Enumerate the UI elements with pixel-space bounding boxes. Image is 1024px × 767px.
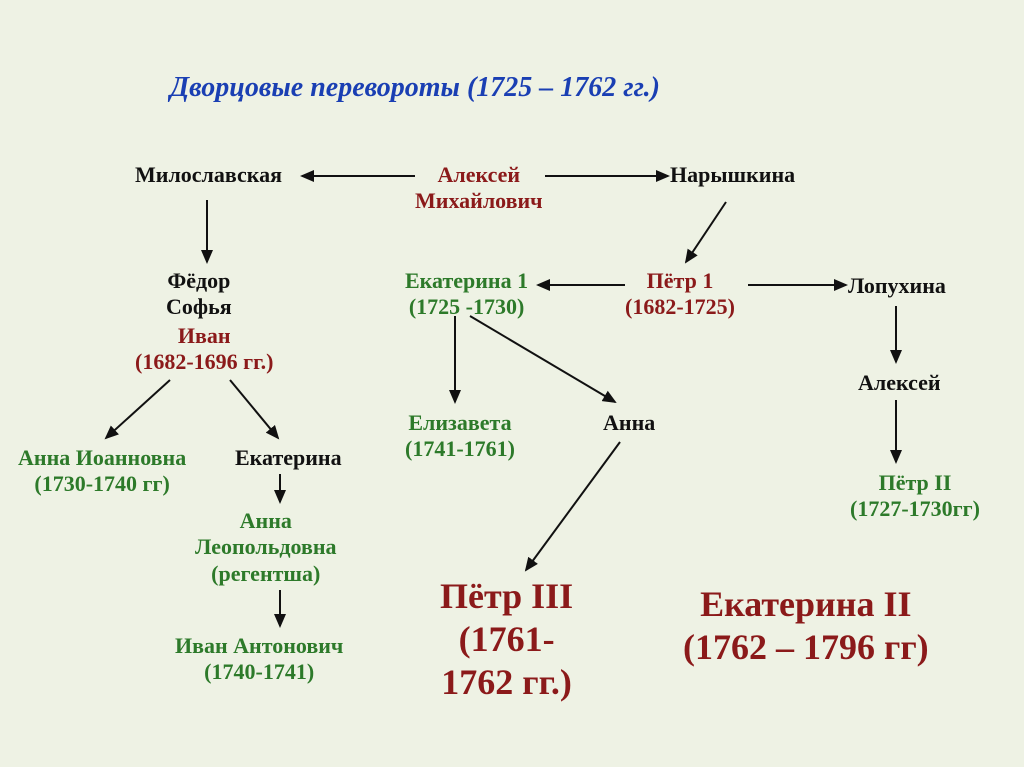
node-petr3: Пётр III (1761- 1762 гг.) — [440, 575, 573, 705]
node-anna_leo: Анна Леопольдовна (регентша) — [195, 508, 337, 587]
node-anna_ioan: Анна Иоанновна (1730-1740 гг) — [18, 445, 186, 498]
arrow-14 — [526, 442, 620, 570]
node-ivan: Иван (1682-1696 гг.) — [135, 323, 273, 376]
node-aleksei_mikh: Алексей Михайлович — [415, 162, 543, 215]
node-ekaterina2: Екатерина II (1762 – 1796 гг) — [683, 583, 929, 669]
node-ivan_ant: Иван Антонович (1740-1741) — [175, 633, 343, 686]
node-miloslavskaya: Милославская — [135, 162, 282, 188]
node-aleksei: Алексей — [858, 370, 941, 396]
node-petr1: Пётр 1 (1682-1725) — [625, 268, 735, 321]
node-anna_pet: Анна — [603, 410, 655, 436]
arrow-3 — [686, 202, 726, 262]
node-elizaveta: Елизавета (1741-1761) — [405, 410, 515, 463]
node-fedor_sofia: Фёдор Софья — [166, 268, 232, 321]
node-ekaterina_iv: Екатерина — [235, 445, 342, 471]
node-naryshkina: Нарышкина — [670, 162, 795, 188]
node-ekaterina1: Екатерина 1 (1725 -1730) — [405, 268, 528, 321]
diagram-title: Дворцовые перевороты (1725 – 1762 гг.) — [170, 72, 660, 104]
arrow-9 — [470, 316, 615, 402]
arrow-11 — [230, 380, 278, 438]
node-petr2: Пётр II (1727-1730гг) — [850, 470, 980, 523]
diagram-root: Дворцовые перевороты (1725 – 1762 гг.) М… — [0, 0, 1024, 767]
node-lopukhina: Лопухина — [848, 273, 946, 299]
arrow-10 — [106, 380, 170, 438]
